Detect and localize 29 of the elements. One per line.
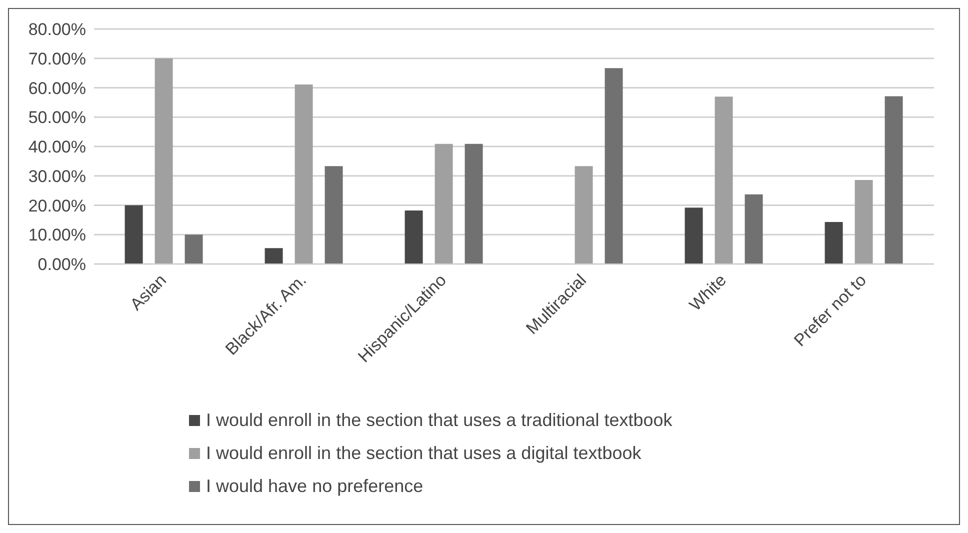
y-tick-label: 70.00%: [28, 49, 86, 68]
bar: [464, 144, 483, 264]
bar: [294, 84, 313, 264]
legend-label: I would enroll in the section that uses a digital textbook: [206, 442, 642, 465]
y-tick-label: 20.00%: [28, 196, 86, 216]
bar: [124, 205, 143, 264]
bar: [154, 58, 173, 264]
bar: [744, 194, 763, 264]
legend-label: I would enroll in the section that uses a traditional textbook: [206, 409, 672, 432]
bar: [264, 248, 283, 264]
y-tick-label: 0.00%: [38, 255, 86, 274]
bar: [714, 96, 733, 264]
bar: [574, 166, 593, 264]
bar: [884, 96, 903, 264]
bar: [324, 166, 343, 264]
y-tick-label: 60.00%: [28, 78, 86, 98]
bar: [684, 208, 703, 264]
legend-label: I would have no preference: [206, 475, 424, 498]
bar: [604, 68, 623, 264]
bar: [184, 234, 203, 264]
y-tick-label: 40.00%: [28, 138, 86, 157]
y-tick-label: 10.00%: [28, 226, 86, 245]
bar: [824, 222, 843, 264]
bar: [434, 144, 453, 264]
y-tick-label: 30.00%: [28, 166, 86, 186]
y-tick-label: 50.00%: [28, 108, 86, 128]
bar: [854, 180, 873, 264]
bar: [404, 210, 423, 264]
y-tick-label: 80.00%: [28, 20, 86, 40]
